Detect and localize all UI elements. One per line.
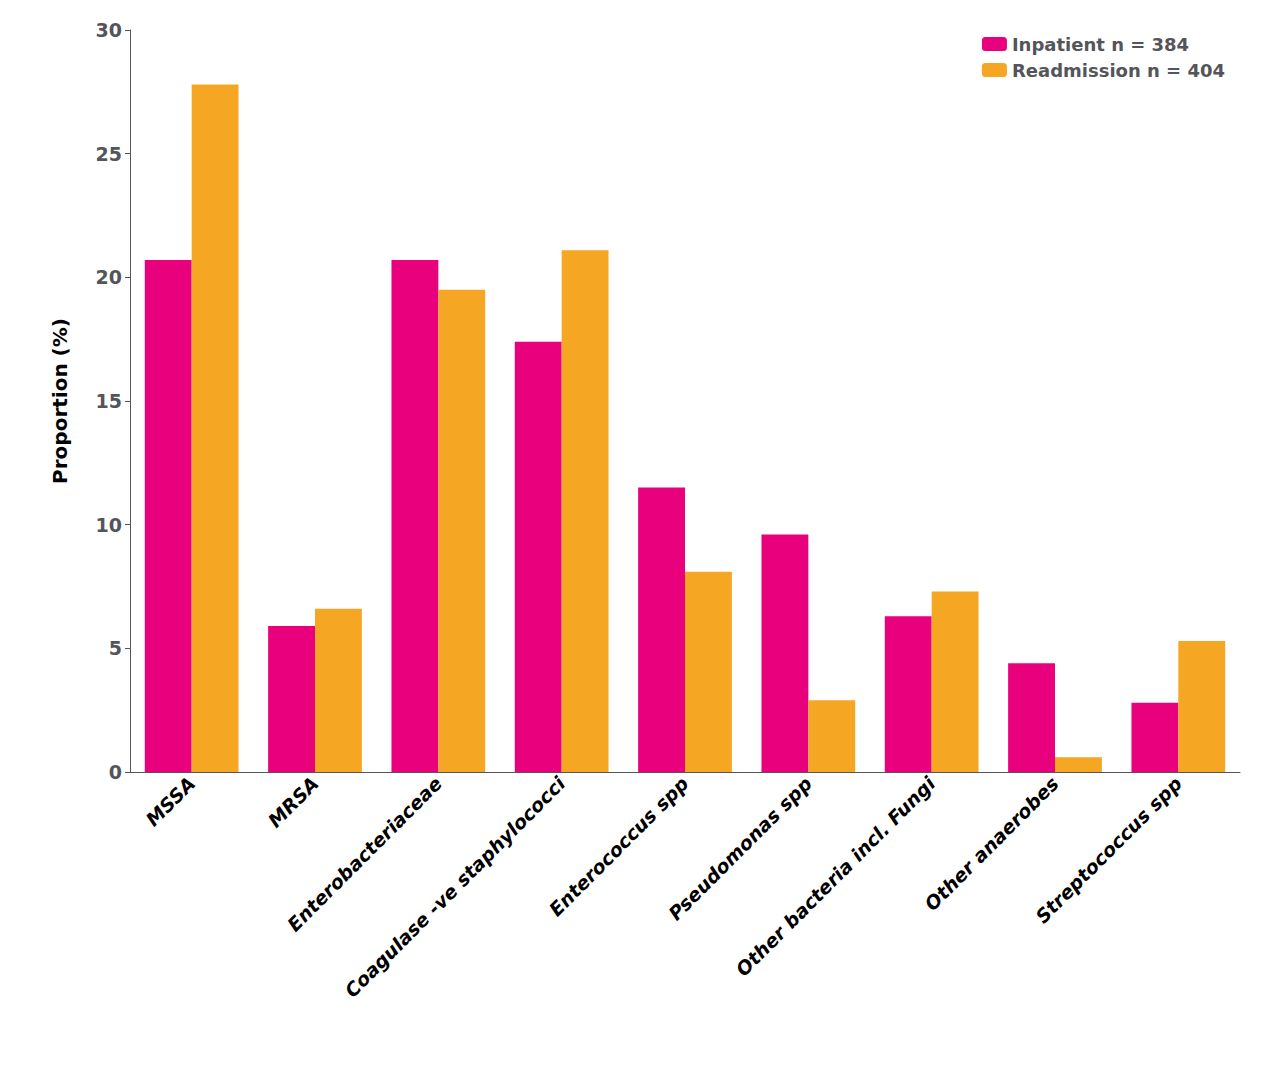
- svg-text:Enterobacteriaceae: Enterobacteriaceae: [282, 772, 447, 936]
- svg-text:Coagulase -ve staphylococci: Coagulase -ve staphylococci: [340, 772, 570, 1002]
- svg-text:0: 0: [109, 761, 122, 783]
- svg-text:Other bacteria incl. Fungi: Other bacteria incl. Fungi: [731, 772, 939, 980]
- svg-text:Enterococcus spp: Enterococcus spp: [545, 772, 693, 920]
- svg-text:Inpatient n = 384: Inpatient n = 384: [1012, 34, 1189, 55]
- svg-text:5: 5: [109, 637, 122, 659]
- svg-text:Proportion (%): Proportion (%): [48, 318, 72, 484]
- svg-text:Pseudomonas spp: Pseudomonas spp: [664, 772, 817, 925]
- svg-text:20: 20: [96, 266, 122, 288]
- svg-text:25: 25: [96, 143, 122, 165]
- svg-text:Streptococcus spp: Streptococcus spp: [1031, 772, 1186, 927]
- svg-text:MRSA: MRSA: [263, 772, 322, 831]
- svg-text:10: 10: [96, 514, 122, 536]
- svg-text:Readmission n = 404: Readmission n = 404: [1012, 60, 1225, 81]
- svg-text:15: 15: [96, 390, 122, 412]
- svg-text:MSSA: MSSA: [141, 772, 199, 830]
- svg-text:Other anaerobes: Other anaerobes: [920, 772, 1063, 915]
- svg-text:30: 30: [96, 19, 122, 41]
